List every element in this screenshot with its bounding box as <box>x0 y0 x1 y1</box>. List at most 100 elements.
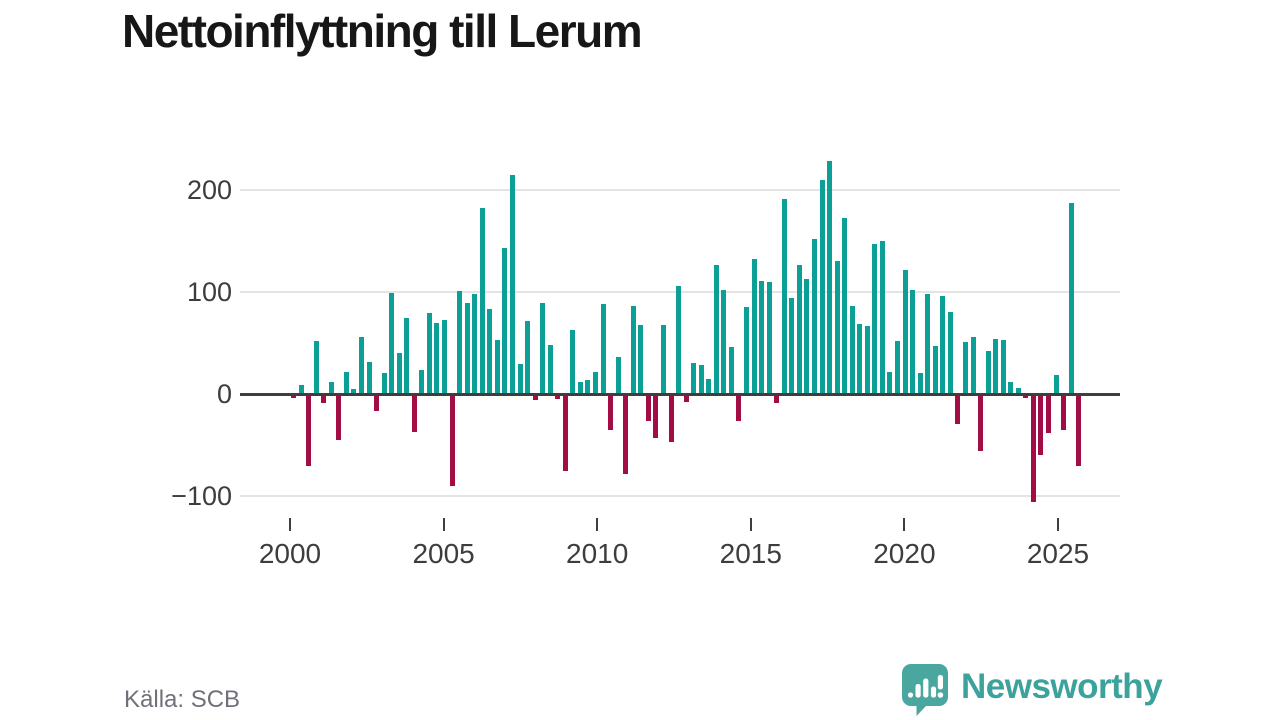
bar-q67 <box>797 265 802 394</box>
bar-q12 <box>382 373 387 394</box>
bar-q96 <box>1016 388 1021 394</box>
bar-q100 <box>1046 394 1051 433</box>
bar-q57 <box>721 290 726 394</box>
bar-q85 <box>933 346 938 394</box>
bar-q78 <box>880 241 885 394</box>
bar-q62 <box>759 281 764 394</box>
bar-q35 <box>555 394 560 399</box>
bar-q47 <box>646 394 651 421</box>
x-axis-label-2010: 2010 <box>566 538 629 569</box>
bar-q36 <box>563 394 568 471</box>
newsworthy-brand: Newsworthy <box>898 662 1163 716</box>
bar-q4 <box>321 394 326 403</box>
bar-q68 <box>804 279 809 394</box>
bar-q99 <box>1038 394 1043 455</box>
bar-q24 <box>472 294 477 394</box>
bar-q102 <box>1061 394 1066 430</box>
bar-q44 <box>623 394 628 474</box>
bar-q80 <box>895 341 900 394</box>
bar-q43 <box>616 357 621 394</box>
bar-q101 <box>1054 375 1059 394</box>
bar-q34 <box>548 345 553 394</box>
bar-q7 <box>344 372 349 394</box>
bar-q49 <box>661 325 666 394</box>
bar-q86 <box>940 296 945 394</box>
bar-q0 <box>291 394 296 398</box>
bar-q41 <box>601 304 606 394</box>
bar-q48 <box>653 394 658 438</box>
bar-q46 <box>638 325 643 394</box>
bar-q29 <box>510 175 515 394</box>
bar-q55 <box>706 379 711 394</box>
bar-q94 <box>1001 340 1006 394</box>
bar-q87 <box>948 312 953 394</box>
bar-q77 <box>872 244 877 394</box>
bar-q10 <box>367 362 372 394</box>
bar-q60 <box>744 307 749 394</box>
bar-q51 <box>676 286 681 394</box>
y-axis-label-0: 0 <box>216 379 232 409</box>
bar-q82 <box>910 290 915 394</box>
x-tick-2020 <box>903 518 906 531</box>
y-axis-label-100: 100 <box>186 277 232 307</box>
x-axis-label-2005: 2005 <box>412 538 475 569</box>
x-tick-2015 <box>749 518 752 531</box>
bar-q64 <box>774 394 779 403</box>
bar-q93 <box>993 339 998 394</box>
bar-q52 <box>684 394 689 402</box>
bar-q89 <box>963 342 968 394</box>
bar-q32 <box>533 394 538 400</box>
x-axis-label-2020: 2020 <box>873 538 936 569</box>
bar-q70 <box>820 180 825 394</box>
bar-q103 <box>1069 203 1074 394</box>
bar-q3 <box>314 341 319 394</box>
page-title: Nettoinflyttning till Lerum <box>122 5 643 57</box>
brand-name: Newsworthy <box>961 667 1163 706</box>
bar-q33 <box>540 303 545 394</box>
bar-q2 <box>306 394 311 466</box>
bar-q37 <box>570 330 575 394</box>
bar-q45 <box>631 306 636 394</box>
bar-q50 <box>669 394 674 442</box>
x-tick-2010 <box>596 518 599 531</box>
bar-q42 <box>608 394 613 430</box>
bar-q81 <box>903 270 908 394</box>
bar-q13 <box>389 293 394 394</box>
bar-q76 <box>865 326 870 394</box>
bar-q40 <box>593 372 598 394</box>
bar-q65 <box>782 199 787 394</box>
bar-q18 <box>427 313 432 394</box>
bar-q26 <box>487 309 492 394</box>
bar-q95 <box>1008 382 1013 394</box>
x-axis-label-2025: 2025 <box>1026 538 1090 569</box>
bar-q79 <box>887 372 892 394</box>
bar-q66 <box>789 298 794 394</box>
newsworthy-logo-icon <box>902 664 948 716</box>
source-note: Källa: SCB <box>124 686 241 713</box>
bar-q83 <box>918 373 923 394</box>
bar-q30 <box>518 364 523 394</box>
bar-q15 <box>404 318 409 395</box>
bar-q19 <box>434 323 439 394</box>
x-tick-2000 <box>289 518 291 531</box>
bar-q74 <box>850 306 855 394</box>
bar-q17 <box>419 370 424 394</box>
bar-q71 <box>827 161 832 394</box>
x-tick-2025 <box>1057 518 1059 531</box>
bar-q20 <box>442 320 447 394</box>
bar-q38 <box>578 382 583 394</box>
bar-q92 <box>986 351 991 394</box>
bar-q59 <box>736 394 741 421</box>
y-axis-label-200: 200 <box>186 175 232 205</box>
gridline-y-200 <box>240 189 1120 191</box>
x-axis-label-2000: 2000 <box>258 538 322 569</box>
bar-q104 <box>1076 394 1081 466</box>
bar-q54 <box>699 365 704 394</box>
bar-q39 <box>585 380 590 394</box>
bar-q84 <box>925 294 930 394</box>
bar-q69 <box>812 239 817 394</box>
bar-q53 <box>691 363 696 394</box>
bar-q21 <box>450 394 455 486</box>
bar-q88 <box>955 394 960 424</box>
